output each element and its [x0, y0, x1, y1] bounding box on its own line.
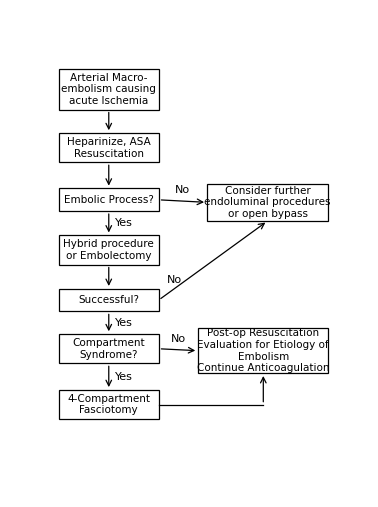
FancyBboxPatch shape [59, 289, 159, 311]
Text: Yes: Yes [115, 372, 133, 382]
Text: Post-op Resuscitation
Evaluation for Etiology of
Embolism
Continue Anticoagulati: Post-op Resuscitation Evaluation for Eti… [197, 329, 330, 373]
FancyBboxPatch shape [59, 68, 159, 110]
FancyBboxPatch shape [59, 189, 159, 211]
FancyBboxPatch shape [198, 328, 328, 373]
FancyBboxPatch shape [59, 133, 159, 162]
Text: No: No [171, 334, 186, 344]
Text: Successful?: Successful? [78, 295, 139, 305]
Text: Consider further
endoluminal procedures
or open bypass: Consider further endoluminal procedures … [204, 186, 331, 219]
Text: Yes: Yes [115, 318, 133, 328]
FancyBboxPatch shape [207, 184, 328, 221]
Text: Heparinize, ASA
Resuscitation: Heparinize, ASA Resuscitation [67, 137, 151, 159]
FancyBboxPatch shape [59, 235, 159, 265]
FancyBboxPatch shape [59, 390, 159, 419]
Text: Arterial Macro-
embolism causing
acute Ischemia: Arterial Macro- embolism causing acute I… [61, 73, 156, 106]
Text: 4-Compartment
Fasciotomy: 4-Compartment Fasciotomy [67, 394, 150, 415]
Text: Compartment
Syndrome?: Compartment Syndrome? [73, 338, 145, 359]
Text: Embolic Process?: Embolic Process? [64, 195, 154, 205]
FancyBboxPatch shape [59, 334, 159, 364]
Text: Yes: Yes [115, 218, 133, 228]
Text: Hybrid procedure
or Embolectomy: Hybrid procedure or Embolectomy [64, 239, 154, 261]
Text: No: No [167, 274, 183, 284]
Text: No: No [175, 185, 190, 195]
